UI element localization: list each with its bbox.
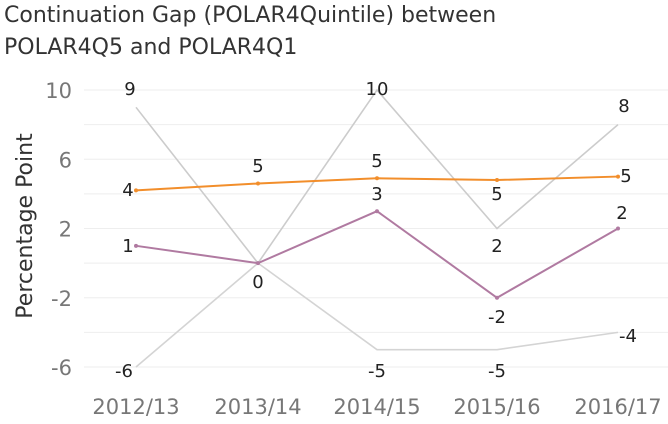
series-line: [135, 262, 619, 368]
series-lines: [134, 88, 620, 368]
x-tick-label: 2014/15: [333, 395, 420, 419]
data-point: [495, 178, 499, 183]
x-tick-label: 2015/16: [453, 395, 540, 419]
data-point: [134, 188, 138, 193]
series-line: [135, 88, 619, 265]
data-point: [495, 295, 499, 300]
data-label: -5: [368, 361, 386, 382]
series-line: [135, 210, 619, 299]
data-point: [375, 176, 379, 181]
y-tick-label: -6: [51, 356, 72, 380]
data-labels: 0 9 10 5 8 -6 -5 -5 -4 1 3 -2 2 4 5 5 2 5: [115, 79, 637, 382]
data-point: [616, 174, 620, 179]
data-label: 0: [252, 272, 263, 293]
x-tick-label: 2013/14: [214, 395, 301, 419]
data-point: [256, 261, 260, 266]
data-label: 2: [616, 203, 627, 224]
x-tick-label: 2016/17: [574, 395, 661, 419]
x-tick-label: 2012/13: [92, 395, 179, 419]
data-point: [256, 181, 260, 186]
x-axis-ticks: 2012/13 2013/14 2014/15 2015/16 2016/17: [92, 395, 661, 419]
data-label: 5: [371, 151, 382, 172]
data-label: 4: [122, 180, 133, 201]
y-axis-ticks: 10 6 2 -2 -6: [45, 79, 72, 380]
chart-title-line-2: POLAR4Q5 and POLAR4Q1: [4, 35, 298, 60]
data-point: [616, 226, 620, 231]
y-tick-label: 10: [45, 79, 72, 103]
data-label: 2: [491, 236, 502, 257]
data-label: 10: [366, 79, 389, 100]
chart-title-line-1: Continuation Gap (POLAR4Quintile) betwee…: [4, 3, 497, 28]
data-label: -4: [619, 326, 637, 347]
data-label: 9: [124, 79, 135, 100]
data-label: -6: [115, 361, 133, 382]
data-label: 3: [371, 184, 382, 205]
gridlines: [84, 89, 668, 368]
data-label: 5: [620, 166, 631, 187]
data-point: [134, 243, 138, 248]
data-label: -2: [488, 307, 506, 328]
y-tick-label: 2: [59, 218, 72, 242]
y-tick-label: 6: [59, 148, 72, 172]
data-label: -5: [488, 361, 506, 382]
chart-title: Continuation Gap (POLAR4Quintile) betwee…: [4, 0, 664, 64]
data-label: 1: [122, 236, 133, 257]
data-point: [375, 209, 379, 214]
y-tick-label: -2: [51, 287, 72, 311]
data-label: 5: [252, 156, 263, 177]
y-axis-label: Percentage Point: [13, 133, 38, 319]
data-label: 8: [618, 96, 629, 117]
data-label: 5: [491, 184, 502, 205]
